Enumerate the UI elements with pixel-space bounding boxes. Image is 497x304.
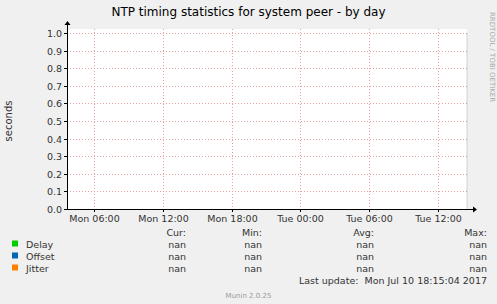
- axis-arrow: [65, 21, 71, 25]
- grid-line: [232, 29, 233, 209]
- generator: Munin 2.0.25: [226, 292, 272, 300]
- legend-stat: nan: [356, 263, 374, 274]
- legend-stat: nan: [168, 251, 186, 262]
- grid-line: [67, 86, 467, 87]
- legend-swatch: [12, 265, 18, 271]
- tick-label: 0.5: [47, 116, 62, 127]
- grid-line: [163, 29, 164, 209]
- tick-label: Mon 18:00: [207, 213, 257, 224]
- legend-stat: nan: [469, 239, 487, 250]
- tick-mark: [64, 121, 67, 122]
- grid-line: [67, 191, 467, 192]
- y-label: seconds: [3, 101, 14, 142]
- legend-header: Max:: [464, 227, 487, 238]
- last-update: Last update: Mon Jul 10 18:15:04 2017: [299, 275, 487, 286]
- legend-label: Offset: [26, 251, 55, 262]
- legend-label: Jitter: [25, 263, 49, 274]
- tick-label: Tue 12:00: [414, 213, 462, 224]
- grid-line: [67, 51, 467, 52]
- legend-stat: nan: [469, 263, 487, 274]
- grid-line: [94, 29, 95, 209]
- tick-label: 0.8: [47, 63, 62, 74]
- legend-swatch: [12, 253, 18, 259]
- legend-stat: nan: [168, 263, 186, 274]
- legend-stat: nan: [244, 263, 262, 274]
- tick-mark: [64, 156, 67, 157]
- x-axis: [67, 209, 474, 210]
- legend-swatch: [12, 241, 18, 247]
- watermark: RRDTOOL / TOBI OETIKER: [488, 12, 496, 102]
- grid-line: [67, 156, 467, 157]
- tick-label: Tue 00:00: [276, 213, 324, 224]
- title: NTP timing statistics for system peer - …: [111, 5, 385, 19]
- tick-label: Mon 06:00: [69, 213, 119, 224]
- tick-mark: [64, 139, 67, 140]
- tick-mark: [64, 68, 67, 69]
- legend-stat: nan: [244, 251, 262, 262]
- legend-stat: nan: [168, 239, 186, 250]
- grid-line: [369, 29, 370, 209]
- legend-header: Cur:: [166, 227, 186, 238]
- background: [0, 0, 497, 304]
- tick-mark: [64, 191, 67, 192]
- tick-label: 0.1: [47, 186, 62, 197]
- tick-label: 0.6: [47, 98, 62, 109]
- tick-mark: [64, 103, 67, 104]
- chart: NTP timing statistics for system peer - …: [0, 0, 497, 304]
- range-end: [467, 33, 468, 209]
- tick-label: 0.7: [47, 81, 62, 92]
- tick-mark: [64, 174, 67, 175]
- tick-label: 0.0: [47, 204, 62, 215]
- y-axis: [67, 25, 68, 210]
- legend-stat: nan: [469, 251, 487, 262]
- grid-line: [67, 103, 467, 104]
- grid-line: [67, 139, 467, 140]
- legend-header: Min:: [242, 227, 262, 238]
- plot-area: [67, 29, 467, 209]
- tick-label: 0.4: [47, 134, 62, 145]
- tick-label: 1.0: [47, 28, 62, 39]
- tick-label: Mon 12:00: [138, 213, 188, 224]
- legend-stat: nan: [356, 239, 374, 250]
- legend-label: Delay: [26, 239, 54, 250]
- grid-line: [67, 174, 467, 175]
- grid-line: [67, 33, 467, 34]
- grid-line: [438, 29, 439, 209]
- tick-mark: [64, 33, 67, 34]
- axis-arrow: [473, 207, 477, 213]
- legend-stat: nan: [356, 251, 374, 262]
- tick-mark: [64, 51, 67, 52]
- tick-label: 0.9: [47, 46, 62, 57]
- grid-line: [300, 29, 301, 209]
- tick-label: Tue 06:00: [345, 213, 393, 224]
- grid-line: [67, 68, 467, 69]
- tick-mark: [64, 86, 67, 87]
- tick-label: 0.2: [47, 169, 62, 180]
- tick-label: 0.3: [47, 151, 62, 162]
- legend-stat: nan: [244, 239, 262, 250]
- legend-header: Avg:: [353, 227, 374, 238]
- grid-line: [67, 121, 467, 122]
